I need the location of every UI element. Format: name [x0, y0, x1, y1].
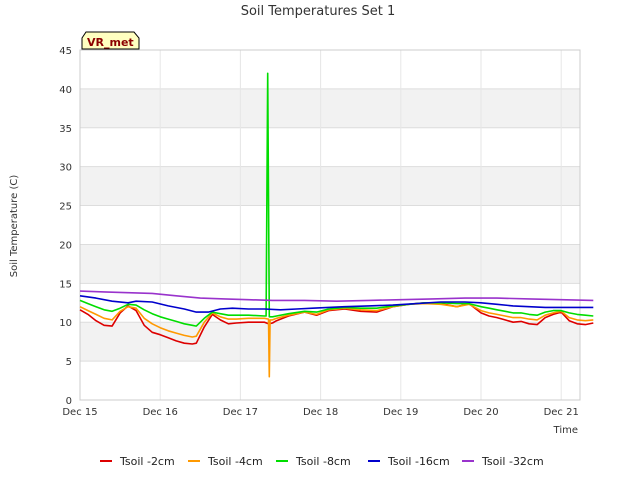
- series-line-tsoil-16cm: [79, 295, 594, 313]
- y-tick-label-30: 30: [59, 163, 72, 174]
- band-15: [80, 244, 580, 284]
- chart-title: Soil Temperatures Set 1: [241, 4, 396, 19]
- legend-label-tsoil-2cm: Tsoil -2cm: [119, 455, 175, 468]
- y-tick-label-0: 0: [66, 396, 72, 407]
- x-tick-label-2: Dec 17: [223, 407, 258, 418]
- legend-label-tsoil-32cm: Tsoil -32cm: [481, 455, 544, 468]
- band-25: [80, 166, 580, 206]
- legend: Tsoil -2cm Tsoil -4cm Tsoil -8cm Tsoil -16c…: [100, 455, 544, 468]
- y-tick-label-5: 5: [66, 357, 72, 368]
- badge-box: [81, 31, 140, 50]
- x-tick-label-1: Dec 16: [143, 407, 178, 418]
- y-tick-label-40: 40: [59, 85, 72, 96]
- y-tick-label-15: 15: [59, 279, 72, 290]
- x-tick-label-4: Dec 19: [383, 407, 418, 418]
- band-5: [80, 322, 580, 362]
- x-tick-label-3: Dec 18: [303, 407, 338, 418]
- vr-met-badge: VR_met: [81, 31, 140, 50]
- x-axis-label: Time: [553, 425, 578, 436]
- y-tick-label-10: 10: [59, 318, 72, 329]
- y-tick-label-25: 25: [59, 202, 72, 213]
- y-axis-ticks: 0 5 10 15 20 25 30 35 40 45: [59, 46, 72, 407]
- series-lines: [79, 72, 594, 378]
- badge-label: VR_met: [87, 36, 134, 49]
- y-tick-label-45: 45: [59, 46, 72, 57]
- legend-label-tsoil-4cm: Tsoil -4cm: [207, 455, 263, 468]
- series-line-tsoil-4cm: [79, 302, 594, 378]
- y-axis-label: Soil Temperature (C): [9, 175, 20, 278]
- band-35: [80, 88, 580, 128]
- legend-label-tsoil-16cm: Tsoil -16cm: [387, 455, 450, 468]
- legend-label-tsoil-8cm: Tsoil -8cm: [295, 455, 351, 468]
- y-tick-label-35: 35: [59, 124, 72, 135]
- x-tick-label-5: Dec 20: [463, 407, 498, 418]
- series-line-tsoil-32cm: [79, 290, 594, 302]
- x-tick-label-0: Dec 15: [62, 407, 97, 418]
- y-tick-label-20: 20: [59, 240, 72, 251]
- x-axis-ticks: Dec 15 Dec 16 Dec 17 Dec 18 Dec 19 Dec 20 Dec …: [62, 407, 578, 418]
- plot-frame: [79, 49, 581, 401]
- x-tick-label-6: Dec 21: [544, 407, 579, 418]
- plot-background-bands: [80, 88, 580, 362]
- series-line-tsoil-8cm: [79, 72, 594, 327]
